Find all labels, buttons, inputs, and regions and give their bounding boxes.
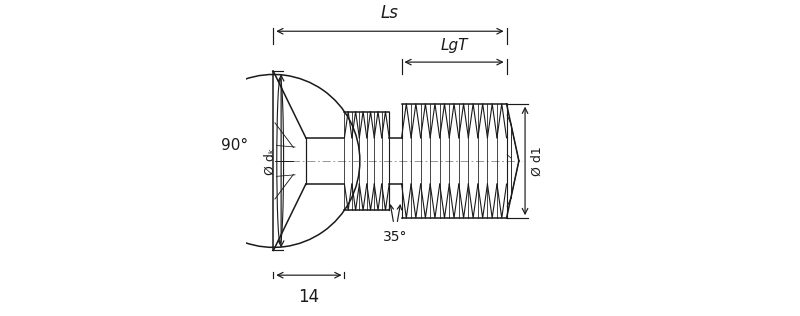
Text: LgT: LgT <box>440 38 468 53</box>
Text: 35°: 35° <box>383 230 408 244</box>
Text: Ls: Ls <box>381 4 399 22</box>
Text: Ø d1: Ø d1 <box>531 146 544 176</box>
Text: Ø dₖ: Ø dₖ <box>263 147 277 174</box>
Text: 90°: 90° <box>221 138 248 153</box>
Text: 14: 14 <box>298 288 319 306</box>
